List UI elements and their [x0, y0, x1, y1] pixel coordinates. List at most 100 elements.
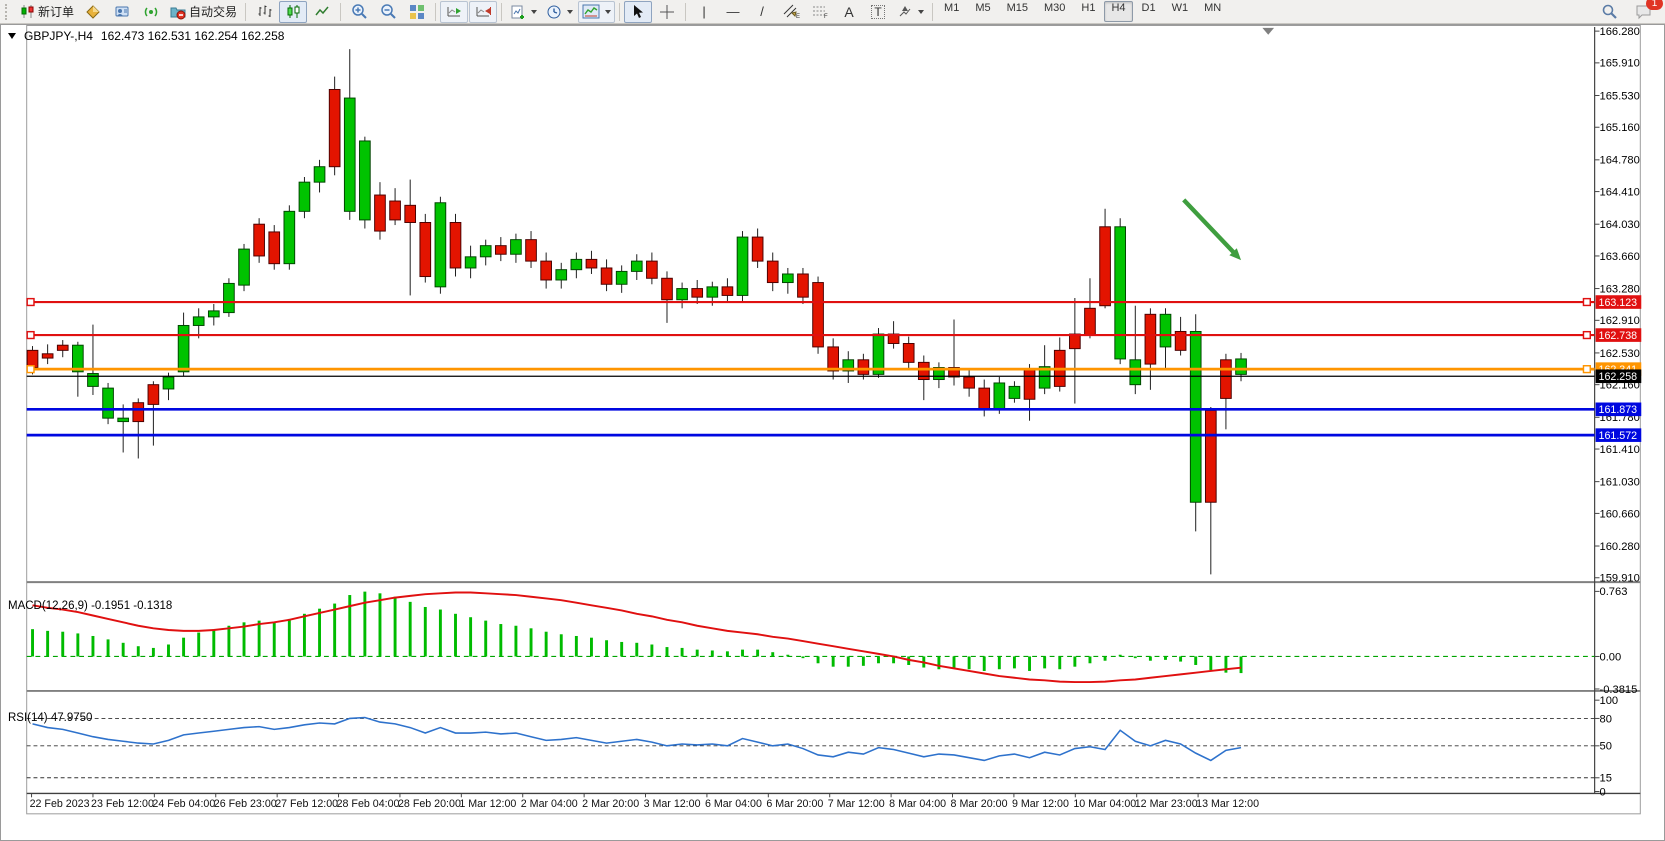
annotation-arrowhead	[1229, 248, 1242, 261]
chart-shift-button[interactable]	[469, 0, 498, 23]
text-tool[interactable]: A	[835, 1, 863, 23]
search-button[interactable]	[1595, 1, 1623, 23]
auto-scroll-button[interactable]	[440, 0, 469, 23]
trendline-icon: /	[760, 4, 764, 19]
chevron-down-icon	[605, 9, 612, 14]
svg-text:F: F	[824, 14, 828, 19]
date-axis-label: 28 Feb 04:00	[337, 798, 400, 810]
rsi-line	[32, 716, 1242, 762]
zoom-in-button[interactable]	[345, 1, 373, 23]
axis-tick-label: 165.530	[1599, 90, 1639, 102]
tab-timeframe-mn[interactable]: MN	[1204, 2, 1222, 14]
candle-bear	[661, 277, 673, 301]
line-endpoint-handle	[1582, 330, 1591, 340]
candle-bear	[827, 346, 839, 372]
symbol-dropdown-icon[interactable]	[8, 33, 16, 39]
tile-windows-icon	[410, 4, 425, 19]
toolbar-separator	[619, 2, 621, 21]
line-endpoint-handle	[26, 330, 35, 340]
fibonacci-tool[interactable]: F	[806, 1, 834, 23]
candle-bear	[917, 361, 930, 381]
candle-bear	[253, 223, 265, 257]
candle-bull	[1114, 226, 1127, 360]
periods-button[interactable]	[542, 1, 577, 23]
macd-panel-label: MACD(12,26,9) -0.1951 -0.1318	[8, 600, 172, 612]
rsi-value: 47.9750	[50, 712, 93, 724]
price-line-label: 162.258	[1599, 371, 1638, 383]
candle-bear	[812, 282, 824, 348]
auto-trading-button[interactable]: 自动交易	[166, 1, 241, 23]
tab-timeframe-h1[interactable]: H1	[1081, 2, 1096, 14]
chart-canvas[interactable]: 166.280 165.910 165.530 165.160 164.780 164.4…	[1, 25, 1665, 841]
candle-bull	[117, 417, 129, 423]
candle-bear	[585, 258, 598, 269]
candle-bull	[192, 316, 205, 326]
tab-timeframe-m5[interactable]: M5	[975, 2, 991, 14]
text-label-tool[interactable]: T	[864, 1, 892, 23]
candle-bear	[766, 260, 779, 284]
tab-timeframe-w1[interactable]: W1	[1171, 2, 1189, 14]
data-window-button[interactable]	[108, 1, 136, 23]
horizontal-line-tool[interactable]: —	[719, 1, 747, 23]
candle-bull	[706, 286, 719, 298]
tab-timeframe-m15[interactable]: M15	[1006, 2, 1028, 14]
candle-bear	[1204, 409, 1217, 503]
chevron-down-icon	[567, 9, 574, 14]
candle-bull	[359, 140, 371, 221]
tab-timeframe-m1[interactable]: M1	[944, 2, 960, 14]
tile-windows-button[interactable]	[403, 1, 431, 23]
trendline-tool[interactable]: /	[748, 1, 776, 23]
new-order-button[interactable]: 新订单	[16, 1, 78, 23]
rsi-panel-label: RSI(14) 47.9750	[8, 712, 92, 724]
line-chart-button[interactable]	[308, 1, 336, 23]
date-axis-label: 26 Feb 23:00	[214, 798, 277, 810]
tab-timeframe-m30[interactable]: M30	[1044, 2, 1066, 14]
candle-bull	[782, 273, 794, 284]
auto-scroll-icon	[447, 6, 462, 16]
axis-tick-label: 163.280	[1599, 283, 1639, 295]
date-axis-label: 12 Mar 23:00	[1135, 798, 1198, 810]
tab-timeframe-d1[interactable]: D1	[1141, 2, 1156, 14]
crosshair-icon	[660, 4, 675, 19]
price-line-label: 161.873	[1599, 404, 1638, 416]
new-chart-button[interactable]	[506, 1, 541, 23]
candle-bear	[751, 236, 764, 262]
date-axis-label: 10 Mar 04:00	[1073, 798, 1136, 810]
toolbar-grip[interactable]	[5, 3, 12, 20]
chart-window[interactable]: 166.280 165.910 165.530 165.160 164.780 164.4…	[0, 24, 1665, 841]
notifications-button[interactable]: 1	[1629, 0, 1663, 23]
candle-bull	[313, 166, 326, 183]
candlestick-chart-icon	[287, 5, 300, 18]
axis-tick-label: 100	[1599, 695, 1618, 707]
bar-chart-button[interactable]	[250, 1, 278, 23]
cursor-button[interactable]	[624, 0, 653, 23]
candle-bull	[298, 181, 311, 212]
crosshair-button[interactable]	[653, 1, 681, 23]
tab-timeframe-h4[interactable]: H4	[1104, 1, 1133, 22]
date-axis-label: 8 Mar 20:00	[951, 798, 1008, 810]
axis-tick-label: 165.910	[1599, 58, 1639, 70]
equidistant-channel-tool[interactable]: E	[777, 1, 805, 23]
text-label-icon: T	[871, 4, 885, 19]
candle-bull	[434, 202, 447, 288]
candlestick-chart-button[interactable]	[279, 0, 308, 23]
date-axis-label: 6 Mar 20:00	[766, 798, 823, 810]
candle-bull	[343, 97, 356, 212]
axis-tick-label: 162.530	[1599, 348, 1639, 360]
axis-tick-label: 164.780	[1599, 155, 1639, 167]
candle-bear	[963, 376, 975, 389]
market-watch-button[interactable]	[79, 1, 107, 23]
axis-tick-label: 159.910	[1599, 573, 1639, 585]
zoom-out-button[interactable]	[374, 1, 402, 23]
gold-diamond-icon	[86, 4, 100, 19]
chevron-down-icon	[918, 9, 925, 14]
shapes-tool[interactable]	[893, 1, 928, 23]
vertical-line-tool[interactable]: |	[690, 1, 718, 23]
signals-button[interactable]	[137, 1, 165, 23]
candle-bear	[419, 222, 432, 278]
templates-button[interactable]	[578, 0, 616, 23]
candle-bear	[540, 260, 552, 281]
candle-bear	[646, 260, 658, 279]
candle-bull	[464, 256, 477, 269]
toolbar-separator	[435, 2, 437, 21]
